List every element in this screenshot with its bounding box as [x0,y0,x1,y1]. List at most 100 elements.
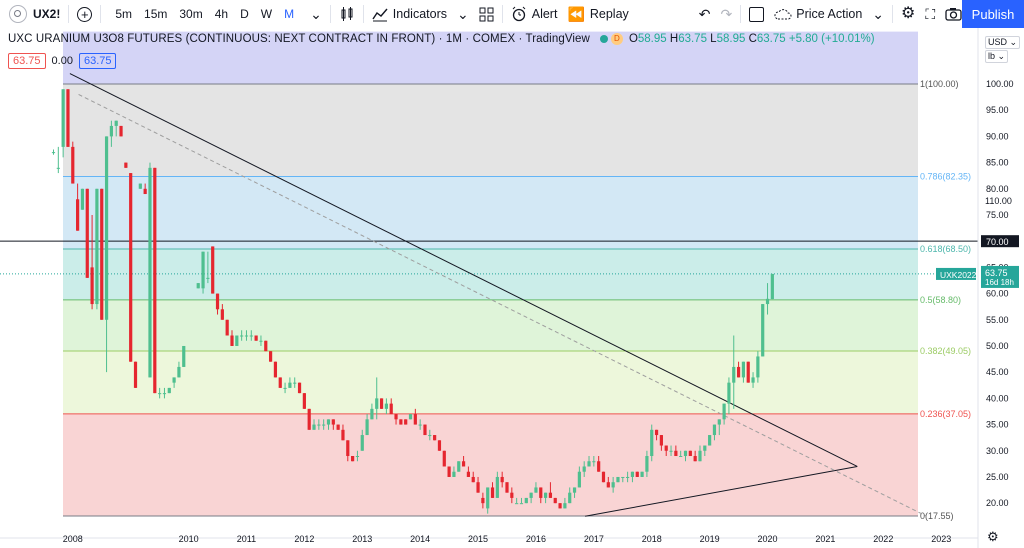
alert-label: Alert [531,7,558,21]
high-value: 63.75 [678,33,707,45]
candle-body [138,183,142,189]
candle-body [162,393,167,395]
candle-body [683,450,688,457]
candle-body [355,456,360,458]
gear-icon: ⚙ [901,5,916,22]
candle-body [717,419,721,425]
interval-30m[interactable]: 30m [179,7,203,21]
undo-icon: ↶ [698,6,711,22]
time-tick-label: 2013 [352,534,372,544]
buy-button[interactable]: 63.75 [78,53,117,69]
chevron-down-icon: ⌄ [1009,37,1018,47]
candle-body [206,277,210,279]
templates-dropdown[interactable]: ⌄ [452,0,474,28]
candle-body [543,492,548,498]
candle-body [708,435,712,446]
layout-dropdown[interactable]: ⌄ [867,0,889,28]
candle-body [379,398,384,409]
select-button[interactable] [744,0,769,28]
camera-icon [945,8,962,21]
candle-body [442,450,446,467]
interval-d[interactable]: D [240,7,249,21]
price-chart[interactable]: 1(100.00) 0.786(82.35) 0.618(68.50) 0.5(58.… [0,28,1024,548]
indicators-label: Indicators [392,7,447,21]
interval-dropdown[interactable]: ⌄ [305,0,327,28]
save-layout-button[interactable]: Price Action [769,0,867,28]
publish-button[interactable]: Publish [962,0,1024,28]
trendline-lower[interactable] [585,465,858,517]
candle-body [85,188,89,278]
toolbar-divider [68,5,70,23]
candle-body [326,419,331,425]
price-tick-label: 75.00 [986,210,1009,220]
candle-body [273,361,278,378]
candle-body [558,503,562,509]
candle-body [761,304,765,357]
fullscreen-button[interactable]: ⛶ [920,0,940,28]
candle-body [457,461,461,472]
chart-type-button[interactable] [334,0,360,28]
candle-body [109,125,113,137]
price-tick-label: 40.00 [986,393,1009,403]
toolbar-divider [892,5,894,23]
candle-body [244,335,249,337]
candle-body [693,456,697,462]
interval-15m[interactable]: 15m [144,7,168,21]
interval-m[interactable]: M [284,7,295,21]
low-label: L [710,33,717,45]
candle-body [302,393,306,409]
candle-body [259,340,263,342]
candle-body [553,497,557,504]
candle-body [524,497,528,504]
trendline-upper[interactable] [69,73,858,467]
candle-body [645,456,649,472]
candle-body [568,492,572,504]
fib-zone-top [63,31,918,85]
add-symbol-button[interactable]: + [72,0,97,28]
currency-select[interactable]: USD ⌄ [985,36,1021,49]
candle-body [418,424,422,426]
currency-label: USD [988,37,1008,47]
alert-button[interactable]: Alert [506,0,563,28]
candle-body [283,387,287,389]
scale-settings-button[interactable]: ⚙ [985,529,1001,545]
redo-button[interactable]: ↷ [716,0,738,28]
toolbar-divider [329,5,331,23]
candle-body [346,440,350,457]
interval-4h[interactable]: 4h [214,7,229,21]
candle-body [423,424,427,436]
candle-body [490,487,495,498]
candle-body [240,335,244,337]
price-tick-label: 45.00 [986,367,1009,377]
toolbar-divider [362,5,364,23]
chevron-down-icon: ⌄ [872,6,885,22]
indicators-button[interactable]: Indicators [367,0,452,28]
candle-body [654,429,659,436]
price-tick-label: 20.00 [986,498,1009,508]
unit-select[interactable]: lb ⌄ [985,50,1009,63]
fib-level-label: 0.786(82.35) [920,171,971,181]
chevron-down-icon: ⌄ [457,6,469,22]
interval-w[interactable]: W [260,7,273,21]
undo-button[interactable]: ↶ [694,0,716,28]
symbol-search[interactable]: UX2! [0,0,65,28]
candle-body [215,293,220,310]
settings-button[interactable]: ⚙ [896,0,920,28]
candle-body [664,445,668,451]
sell-button[interactable]: 63.75 [8,53,46,69]
candle-body [80,188,85,210]
trendline-dashed[interactable] [78,94,927,517]
symbol-name: UX2! [33,7,61,21]
layout-button[interactable] [474,0,499,28]
candle-body [466,471,471,477]
snapshot-button[interactable] [940,0,967,28]
candle-body [712,424,717,436]
price-tick-label: 30.00 [986,446,1009,456]
legend-title: UXC URANIUM U3O8 FUTURES (CONTINUOUS: NE… [8,33,590,45]
toolbar-divider [740,5,742,23]
interval-5m[interactable]: 5m [115,7,133,21]
replay-button[interactable]: ⏪ Replay [562,0,633,28]
horizontal-line-price-label: 70.00 [986,237,1009,247]
ohlc-values: O58.95 H63.75 L58.95 C63.75 +5.80 (+10.0… [629,33,875,45]
price-tick-label: 90.00 [986,131,1009,141]
